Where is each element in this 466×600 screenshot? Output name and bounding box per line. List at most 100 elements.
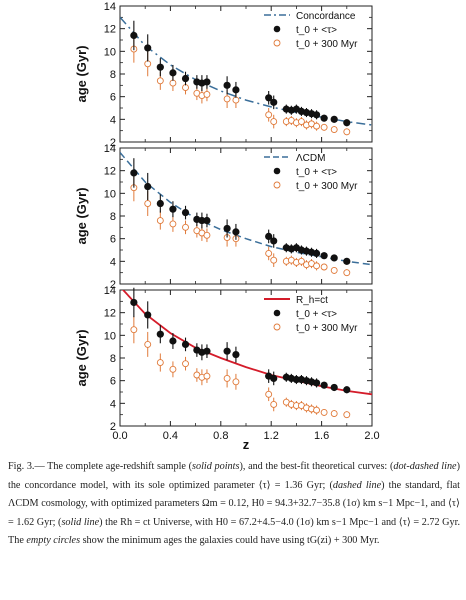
data-point xyxy=(156,330,164,338)
open-data-point xyxy=(265,249,273,257)
legend-curve-label: Concordance xyxy=(296,11,356,22)
data-point xyxy=(232,86,240,94)
y-tick-label: 14 xyxy=(104,1,116,13)
legend-open-label: t_0 + 300 Myr xyxy=(296,39,358,50)
legend-curve-label: R_h=ct xyxy=(296,295,328,306)
data-point xyxy=(232,351,240,359)
legend-point-symbol xyxy=(273,167,281,175)
y-tick-label: 4 xyxy=(110,256,116,268)
data-point xyxy=(198,216,206,225)
data-point xyxy=(330,383,338,392)
open-data-point xyxy=(223,374,231,382)
open-data-point xyxy=(343,269,351,277)
open-data-point xyxy=(313,122,321,130)
open-data-point xyxy=(203,372,211,380)
data-point xyxy=(270,98,278,106)
data-point xyxy=(130,298,138,307)
caption-text-1: The complete age-redshift sample ( xyxy=(44,461,193,472)
caption-italic-2: dot-dashed line xyxy=(393,461,457,472)
legend-point-label: t_0 + <τ> xyxy=(296,167,337,178)
open-data-point xyxy=(270,401,278,408)
caption-italic-5: empty circles xyxy=(26,535,81,547)
figure-caption: Fig. 3.— The complete age-redshift sampl… xyxy=(8,458,460,551)
open-data-point xyxy=(169,365,177,373)
data-point xyxy=(270,237,278,245)
panel-3: 2 4 6 8 10 12 14 age (Gyr) R_h=ct t_0 + <τ> t_0 + … xyxy=(74,285,373,433)
caption-italic-3: dashed line xyxy=(332,479,382,491)
open-data-point xyxy=(156,217,164,224)
caption-text-6: show the minimum ages the galaxies could… xyxy=(80,535,380,547)
open-data-point xyxy=(313,406,321,414)
data-point xyxy=(181,209,190,217)
open-data-point xyxy=(223,95,231,103)
y-tick-label: 6 xyxy=(110,234,116,246)
caption-text-4: ) the standard, flat ΛCDM cosmology, wit… xyxy=(8,479,461,528)
open-data-point xyxy=(343,128,351,136)
y-tick-label: 2 xyxy=(110,137,116,149)
data-point xyxy=(156,199,164,208)
legend-open-label: t_0 + 300 Myr xyxy=(296,181,358,192)
caption-italic-4: solid line xyxy=(61,516,100,528)
data-point xyxy=(203,347,211,355)
data-point xyxy=(223,81,231,89)
y-tick-label: 10 xyxy=(104,330,116,342)
open-data-point xyxy=(343,411,351,419)
legend-open-symbol xyxy=(273,181,281,189)
data-point xyxy=(270,374,278,382)
caption-text-3: ) the concordance model, with its sole o… xyxy=(8,461,460,491)
open-data-point xyxy=(270,256,278,264)
data-point xyxy=(312,379,321,387)
y-tick-label: 12 xyxy=(104,24,116,36)
data-point xyxy=(320,252,328,260)
data-point xyxy=(292,375,300,384)
y-axis-label: age (Gyr) xyxy=(74,187,89,244)
open-data-point xyxy=(203,231,211,239)
open-data-point xyxy=(130,326,138,334)
data-point xyxy=(343,119,351,127)
y-tick-label: 4 xyxy=(110,398,116,410)
data-point xyxy=(130,31,138,40)
open-data-point xyxy=(270,118,278,126)
x-tick-label: 0.0 xyxy=(112,430,127,442)
open-data-point xyxy=(320,408,328,416)
open-data-point xyxy=(232,96,240,104)
data-point xyxy=(232,228,240,236)
theory-curve xyxy=(120,152,372,266)
open-data-point xyxy=(144,340,152,348)
data-point xyxy=(144,182,152,191)
data-point xyxy=(169,337,177,345)
open-data-point xyxy=(203,90,211,98)
data-point xyxy=(330,254,338,262)
data-point xyxy=(320,114,328,122)
open-data-point xyxy=(156,77,164,85)
legend-curve-label: ΛCDM xyxy=(296,153,325,164)
y-tick-label: 8 xyxy=(110,211,116,223)
theory-curve xyxy=(120,16,372,126)
legend-point-symbol xyxy=(273,309,281,317)
data-point xyxy=(203,216,211,225)
open-data-point xyxy=(313,262,321,270)
open-data-point xyxy=(265,111,273,119)
open-data-point xyxy=(330,126,338,133)
open-data-point xyxy=(156,359,164,366)
y-tick-label: 2 xyxy=(110,421,116,433)
data-point xyxy=(169,205,177,213)
y-tick-label: 8 xyxy=(110,353,116,365)
legend-point-label: t_0 + <τ> xyxy=(296,309,337,320)
y-tick-label: 10 xyxy=(104,188,116,200)
data-point xyxy=(181,340,190,348)
open-data-point xyxy=(144,200,152,207)
x-tick-label: 1.6 xyxy=(314,430,329,442)
open-data-point xyxy=(297,118,305,126)
open-data-point xyxy=(265,390,273,398)
open-data-point xyxy=(232,378,240,386)
x-axis-label: z xyxy=(243,437,250,450)
open-data-point xyxy=(182,84,189,92)
open-data-point xyxy=(330,410,338,417)
x-tick-label: 1.2 xyxy=(264,430,279,442)
y-axis-label: age (Gyr) xyxy=(74,45,89,102)
data-point xyxy=(144,44,152,52)
open-data-point xyxy=(144,60,152,68)
legend-point-symbol xyxy=(273,25,281,33)
caption-italic-1: solid points xyxy=(192,461,240,472)
